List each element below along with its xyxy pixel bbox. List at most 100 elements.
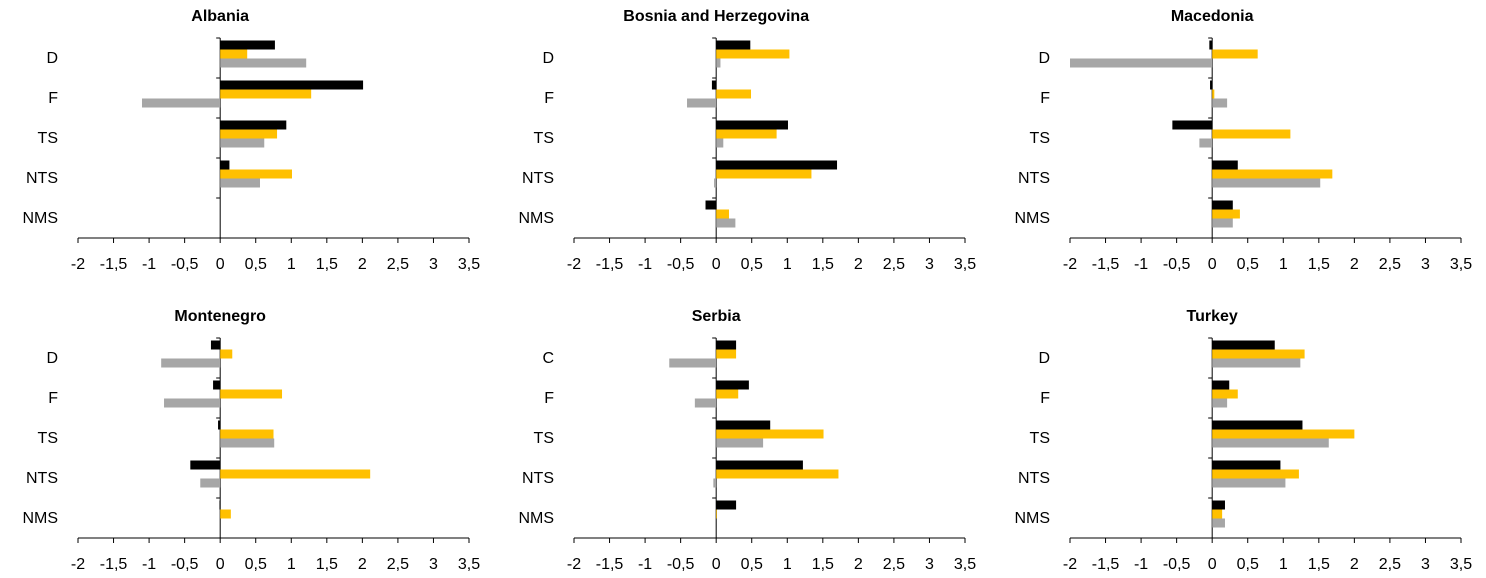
x-tick-label: -1	[638, 256, 652, 273]
bar	[1212, 389, 1238, 399]
bar	[716, 120, 788, 130]
bar	[220, 40, 275, 50]
y-tick-label: NTS	[26, 470, 58, 487]
x-tick-label: -1	[638, 556, 652, 573]
bar	[220, 89, 312, 99]
bar	[716, 509, 717, 519]
bar	[220, 509, 231, 519]
x-tick-label: 1,5	[812, 556, 834, 573]
y-tick-label: NTS	[522, 470, 554, 487]
y-tick-label: F	[48, 90, 58, 107]
x-tick-label: 3,5	[1450, 556, 1472, 573]
y-tick-label: TS	[534, 130, 554, 147]
x-tick-label: 3	[1421, 256, 1430, 273]
x-tick-label: 1	[783, 256, 792, 273]
bar	[1212, 98, 1228, 108]
bar	[220, 80, 364, 90]
chart-title: Montenegro	[174, 308, 266, 325]
x-tick-label: -0,5	[1163, 556, 1191, 573]
bar	[1212, 380, 1230, 390]
x-tick-label: 0	[1208, 256, 1217, 273]
bar	[716, 500, 737, 510]
y-tick-label: NTS	[522, 170, 554, 187]
bar	[210, 340, 221, 350]
x-tick-label: 3	[429, 556, 438, 573]
x-tick-label: -2	[71, 556, 85, 573]
x-tick-label: 2	[358, 256, 367, 273]
bar	[1212, 200, 1233, 210]
x-tick-label: 0,5	[245, 256, 267, 273]
bar	[1212, 160, 1238, 170]
x-tick-label: 2,5	[883, 256, 905, 273]
bar	[1212, 129, 1291, 139]
x-tick-label: 2	[854, 556, 863, 573]
x-tick-label: 0,5	[741, 256, 763, 273]
bar	[190, 460, 221, 470]
bar	[716, 218, 736, 228]
bar	[220, 429, 274, 439]
bar	[220, 58, 307, 68]
x-tick-label: -1	[142, 556, 156, 573]
bar	[716, 40, 751, 50]
y-tick-label: C	[542, 350, 554, 367]
x-tick-label: 3,5	[954, 556, 976, 573]
y-tick-label: NTS	[1018, 170, 1050, 187]
bar	[213, 380, 221, 390]
x-tick-label: -1,5	[100, 256, 128, 273]
x-tick-label: -2	[1063, 556, 1077, 573]
bar	[1212, 340, 1275, 350]
x-tick-label: 0,5	[1237, 256, 1259, 273]
x-tick-label: -2	[567, 256, 581, 273]
y-tick-label: NMS	[22, 510, 58, 527]
x-tick-label: 2,5	[387, 256, 409, 273]
bar	[687, 98, 717, 108]
bar	[1212, 169, 1333, 179]
y-tick-label: F	[48, 390, 58, 407]
x-tick-label: -2	[567, 556, 581, 573]
bar	[219, 500, 221, 510]
x-tick-label: 3	[925, 256, 934, 273]
x-tick-label: -1,5	[596, 556, 624, 573]
bar	[1212, 89, 1215, 99]
bar	[1209, 40, 1213, 50]
bar	[1070, 58, 1213, 68]
bar	[716, 389, 739, 399]
y-tick-label: TS	[1030, 430, 1050, 447]
bar	[716, 460, 803, 470]
x-tick-label: -0,5	[171, 256, 199, 273]
y-tick-label: NMS	[22, 210, 58, 227]
x-tick-label: -1,5	[1092, 256, 1120, 273]
x-tick-label: 2,5	[1379, 256, 1401, 273]
bar	[1212, 398, 1228, 408]
x-tick-label: 1	[287, 256, 296, 273]
bar	[220, 178, 260, 188]
x-tick-label: 0	[712, 556, 721, 573]
x-tick-label: 1,5	[316, 256, 338, 273]
bar	[1212, 178, 1321, 188]
x-tick-label: 1	[1279, 256, 1288, 273]
x-tick-label: 0,5	[245, 556, 267, 573]
y-tick-label: NMS	[518, 210, 554, 227]
x-tick-label: 0	[216, 556, 225, 573]
bar	[220, 120, 287, 130]
bar	[1212, 438, 1329, 448]
x-tick-label: -0,5	[1163, 256, 1191, 273]
x-tick-label: 3,5	[1450, 256, 1472, 273]
x-tick-label: 3	[429, 256, 438, 273]
x-tick-label: 3,5	[458, 256, 480, 273]
bar	[716, 49, 790, 59]
x-tick-label: 1	[783, 556, 792, 573]
y-tick-label: TS	[534, 430, 554, 447]
y-tick-label: TS	[1030, 130, 1050, 147]
x-tick-label: 1,5	[1308, 556, 1330, 573]
y-tick-label: D	[46, 350, 58, 367]
bar	[716, 89, 752, 99]
y-tick-label: NTS	[26, 170, 58, 187]
bar	[716, 209, 729, 219]
bar	[1212, 349, 1305, 359]
x-tick-label: 3,5	[458, 556, 480, 573]
y-tick-label: TS	[38, 430, 58, 447]
bar	[1212, 420, 1303, 430]
bar	[716, 138, 724, 148]
